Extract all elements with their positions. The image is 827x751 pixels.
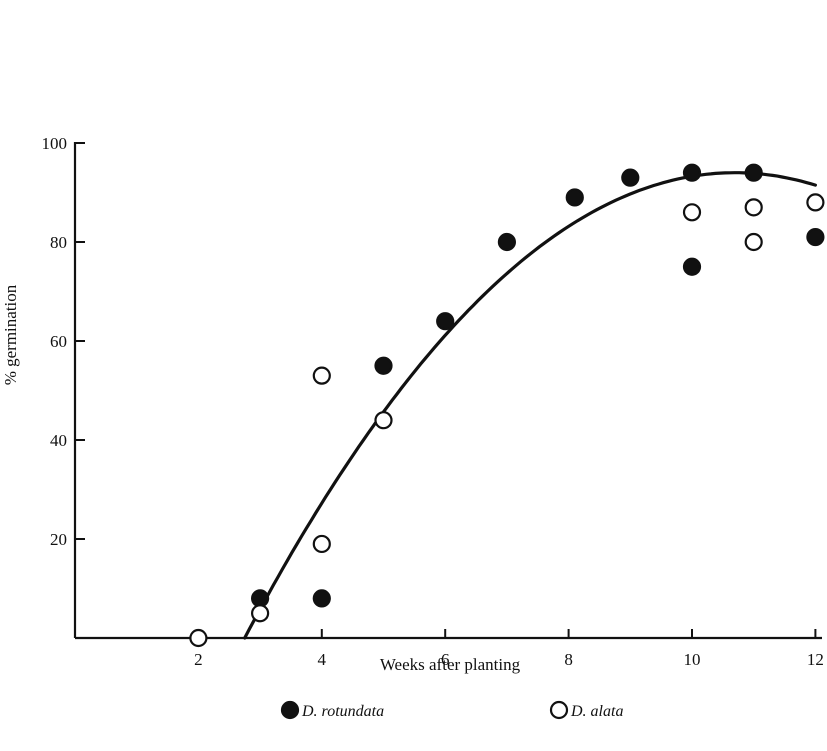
legend: D. rotundata D. alata [280, 700, 623, 720]
y-tick-label: 80 [50, 233, 67, 252]
x-tick-label: 8 [564, 650, 573, 669]
x-tick-label: 10 [684, 650, 701, 669]
point-d-alata [682, 203, 702, 222]
point-d-alata [374, 411, 393, 430]
legend-item-d-rotundata: D. rotundata [280, 700, 384, 720]
point-d-alata [744, 198, 763, 217]
point-d-rotundata [682, 257, 702, 276]
legend-marker-filled [280, 700, 300, 720]
legend-label-d-alata: D. alata [570, 703, 623, 720]
point-d-alata [312, 366, 331, 385]
legend-label-d-rotundata: D. rotundata [301, 703, 384, 720]
fitted-curve [243, 171, 817, 640]
x-tick-label: 6 [441, 650, 450, 669]
x-axis-title: Weeks after planting [380, 655, 521, 674]
legend-item-d-alata: D. alata [549, 700, 623, 720]
point-d-rotundata [682, 163, 702, 182]
point-d-rotundata [565, 188, 584, 207]
tick-marks: 2 4 6 8 10 12 20 40 60 80 100 [42, 134, 824, 669]
data-points [189, 163, 825, 648]
point-d-rotundata [497, 232, 516, 252]
x-tick-label: 2 [194, 650, 203, 669]
point-d-alata [189, 628, 208, 648]
point-d-alata [251, 604, 270, 623]
axes [73, 142, 822, 640]
y-tick-label: 40 [50, 431, 67, 450]
point-d-rotundata [806, 227, 825, 247]
y-tick-label: 60 [50, 332, 67, 351]
x-tick-label: 12 [807, 650, 824, 669]
fit-curve-layer [243, 171, 817, 640]
point-d-alata [312, 534, 331, 554]
point-d-rotundata [374, 356, 393, 375]
x-tick-label: 4 [318, 650, 327, 669]
y-tick-label: 100 [42, 134, 68, 153]
point-d-rotundata [621, 168, 640, 187]
point-d-rotundata [436, 312, 455, 331]
point-d-rotundata [251, 589, 270, 608]
legend-marker-open [549, 700, 569, 720]
point-d-alata [806, 193, 825, 212]
point-d-rotundata [312, 589, 331, 608]
point-d-alata [744, 232, 763, 252]
point-d-rotundata [744, 163, 763, 182]
y-axis-title: % germination [1, 284, 20, 385]
y-tick-label: 20 [50, 530, 67, 549]
